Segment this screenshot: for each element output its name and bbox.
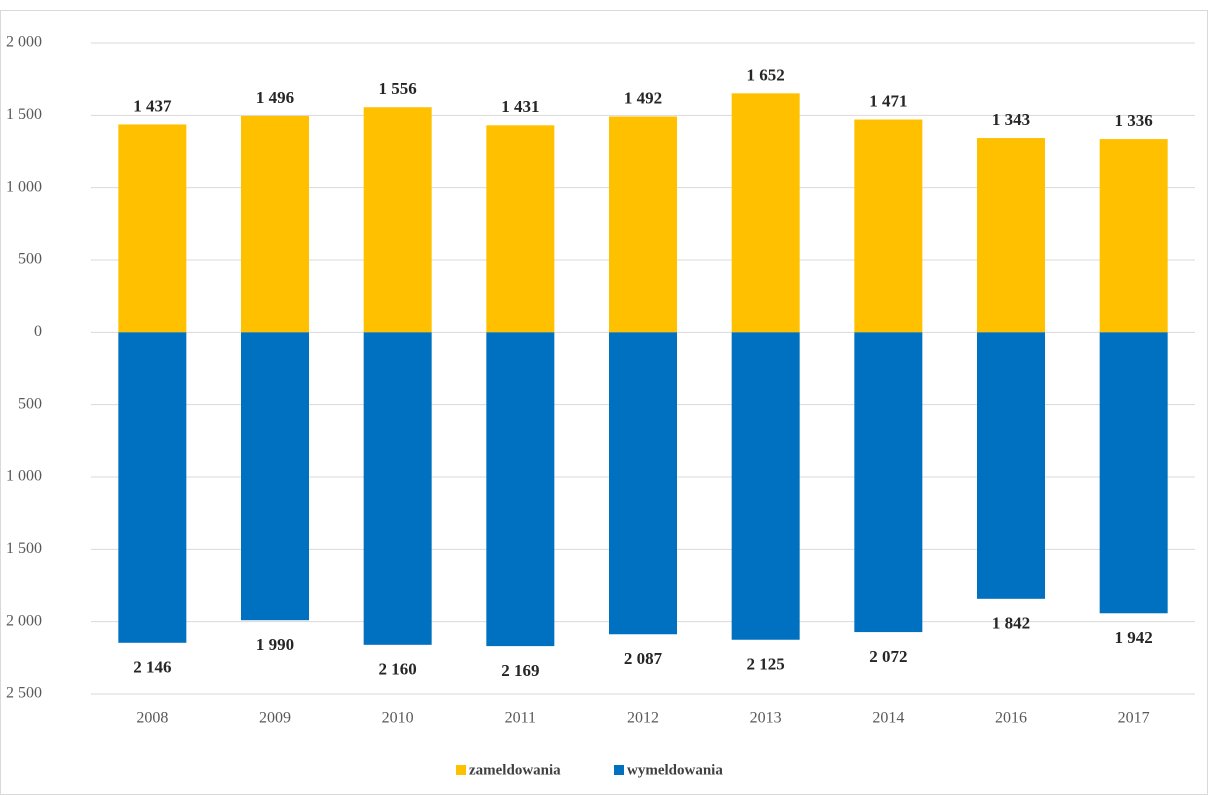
data-label: 1 496 <box>256 88 294 107</box>
x-tick-label: 2012 <box>627 710 659 727</box>
bar <box>486 332 555 647</box>
legend-swatch <box>456 765 466 775</box>
x-tick-label: 2016 <box>995 710 1027 727</box>
data-label: 1 492 <box>624 88 662 107</box>
data-label: 1 471 <box>869 91 907 110</box>
y-tick-label: 0 <box>34 323 42 340</box>
y-tick-label: 1 500 <box>6 540 42 557</box>
y-tick-label: 500 <box>18 395 42 412</box>
data-label: 1 431 <box>501 97 539 116</box>
data-label: 1 652 <box>747 65 785 84</box>
data-label: 1 990 <box>256 635 294 654</box>
legend-label: zameldowania <box>469 762 561 778</box>
legend-label: wymeldowania <box>627 762 723 778</box>
data-label: 1 437 <box>133 96 172 115</box>
bar <box>731 93 800 333</box>
data-label: 2 146 <box>133 658 171 677</box>
data-label: 2 072 <box>869 647 907 666</box>
data-label: 1 336 <box>1115 111 1153 130</box>
bar <box>118 332 187 643</box>
bar <box>609 116 677 333</box>
bar <box>241 332 309 621</box>
bar <box>1099 332 1168 614</box>
y-tick-label: 2 000 <box>6 612 42 629</box>
bar <box>241 115 309 333</box>
data-label: 1 556 <box>379 79 417 98</box>
bar <box>854 332 923 633</box>
legend-swatch <box>614 765 624 775</box>
data-label: 2 125 <box>747 655 785 674</box>
data-label: 2 087 <box>624 649 663 668</box>
bar <box>363 107 432 333</box>
y-tick-label: 2 000 <box>6 34 42 51</box>
data-label: 1 842 <box>992 614 1030 633</box>
data-label: 1 942 <box>1115 628 1153 647</box>
y-tick-label: 500 <box>18 251 42 268</box>
data-label: 2 160 <box>379 660 417 679</box>
x-tick-label: 2013 <box>750 710 782 727</box>
bar <box>486 125 555 333</box>
bar <box>1099 139 1168 333</box>
x-tick-label: 2010 <box>382 710 414 727</box>
y-tick-label: 1 000 <box>6 468 42 485</box>
bar <box>609 332 677 635</box>
bar <box>731 332 800 640</box>
bar <box>854 119 923 333</box>
y-tick-label: 2 500 <box>6 685 42 702</box>
y-tick-label: 1 000 <box>6 178 42 195</box>
bar <box>977 332 1045 599</box>
data-label: 2 169 <box>501 661 539 680</box>
data-label: 1 343 <box>992 110 1030 129</box>
x-tick-label: 2014 <box>872 710 904 727</box>
x-tick-label: 2009 <box>259 710 291 727</box>
x-tick-label: 2008 <box>136 710 168 727</box>
bar <box>118 124 187 333</box>
x-tick-label: 2017 <box>1118 710 1150 727</box>
x-tick-label: 2011 <box>505 710 536 727</box>
y-tick-label: 1 500 <box>6 106 42 123</box>
bar <box>977 138 1045 333</box>
bar <box>363 332 432 645</box>
